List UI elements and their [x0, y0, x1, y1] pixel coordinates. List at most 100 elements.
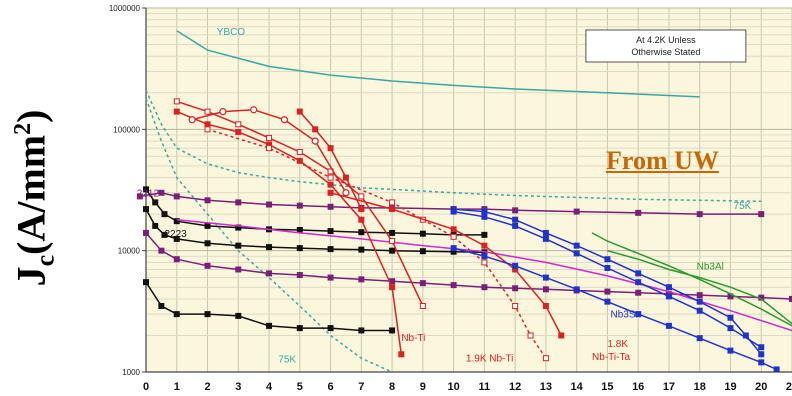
- data-point: [573, 286, 580, 293]
- data-point: [235, 312, 242, 319]
- data-point: [696, 292, 703, 299]
- annotation-label: 1.8K: [607, 339, 628, 350]
- series-12: [296, 108, 365, 213]
- data-point: [296, 108, 303, 115]
- data-point: [389, 206, 396, 213]
- x-tick-label: 7: [358, 381, 364, 393]
- data-point: [235, 242, 242, 249]
- data-point: [665, 284, 672, 291]
- y-tick-label: 100000: [113, 125, 140, 134]
- series-layer: [136, 30, 792, 373]
- data-point: [542, 355, 549, 362]
- data-point: [327, 246, 334, 253]
- series-line: [176, 30, 700, 98]
- data-point: [696, 335, 703, 342]
- data-point: [389, 238, 396, 245]
- data-point: [266, 322, 273, 329]
- data-point: [173, 98, 180, 105]
- data-point: [542, 229, 549, 236]
- series-15: [450, 206, 765, 358]
- data-point: [773, 366, 780, 373]
- data-point: [635, 209, 642, 216]
- data-point: [696, 211, 703, 218]
- x-tick-label: 10: [447, 381, 459, 393]
- data-point: [173, 311, 180, 318]
- data-point: [398, 351, 405, 358]
- data-point: [358, 327, 365, 334]
- data-point: [266, 244, 273, 251]
- data-point: [450, 233, 457, 240]
- y-axis-close-paren: ): [8, 109, 54, 123]
- y-axis-units: (A/mm: [8, 134, 54, 255]
- data-point: [204, 108, 211, 115]
- data-point: [250, 106, 258, 114]
- data-point: [604, 264, 611, 271]
- data-point: [161, 231, 168, 238]
- data-point: [280, 116, 289, 124]
- legend-line: At 4.2K Unless: [636, 35, 696, 45]
- data-point: [327, 174, 334, 181]
- data-point: [665, 322, 672, 329]
- annotation-label: 2223: [164, 229, 187, 240]
- series-2: [145, 98, 393, 373]
- series-line: [145, 89, 762, 203]
- data-point: [173, 218, 180, 225]
- y-tick-label: 1000000: [109, 4, 141, 13]
- data-point: [143, 206, 149, 213]
- series-13: [204, 126, 549, 362]
- x-tick-label: 0: [143, 381, 149, 393]
- annotation-label: 2212: [137, 188, 160, 199]
- data-point: [481, 284, 488, 291]
- data-point: [696, 298, 703, 305]
- data-point: [327, 203, 334, 210]
- y-axis-subscript: c: [30, 254, 60, 267]
- data-point: [635, 270, 642, 277]
- annotation-label: 75K: [734, 201, 752, 212]
- series-line: [453, 247, 777, 371]
- x-tick-label: 20: [755, 381, 767, 393]
- data-point: [204, 311, 211, 318]
- data-point: [635, 279, 642, 286]
- data-point: [419, 302, 426, 309]
- data-point: [481, 242, 488, 249]
- data-point: [512, 285, 519, 292]
- data-point: [327, 274, 334, 281]
- data-point: [789, 295, 792, 302]
- data-point: [419, 230, 426, 237]
- data-point: [173, 108, 180, 115]
- series-line: [207, 128, 547, 359]
- data-point: [419, 280, 426, 287]
- y-axis-title-text: Jc(A/mm2): [8, 110, 61, 287]
- data-point: [450, 245, 457, 252]
- data-point: [204, 222, 211, 229]
- annotation-label: Nb-Ti: [401, 333, 425, 344]
- from-uw-link[interactable]: From UW: [606, 146, 719, 175]
- data-point: [327, 325, 334, 332]
- data-point: [204, 126, 211, 133]
- data-point: [358, 246, 365, 253]
- data-point: [311, 137, 319, 145]
- x-tick-label: 2: [204, 381, 210, 393]
- data-point: [358, 206, 365, 213]
- data-point: [512, 302, 519, 309]
- data-point: [481, 253, 488, 260]
- data-point: [266, 145, 273, 152]
- data-point: [358, 276, 365, 283]
- data-point: [143, 186, 149, 193]
- jc-chart: 0123456789101112131415161718192021100010…: [109, 4, 792, 393]
- series-line: [191, 109, 347, 194]
- series-line: [591, 232, 792, 327]
- series-6: [143, 279, 396, 334]
- data-point: [161, 211, 168, 218]
- data-point: [235, 266, 242, 273]
- data-point: [136, 193, 143, 200]
- data-point: [481, 231, 488, 238]
- y-axis-superscript: 2: [10, 122, 37, 135]
- data-point: [389, 199, 396, 206]
- data-point: [296, 149, 303, 156]
- x-tick-label: 15: [601, 381, 613, 393]
- x-tick-label: 17: [663, 381, 675, 393]
- legend-line: Otherwise Stated: [631, 47, 700, 57]
- data-point: [327, 145, 334, 152]
- data-point: [204, 197, 211, 204]
